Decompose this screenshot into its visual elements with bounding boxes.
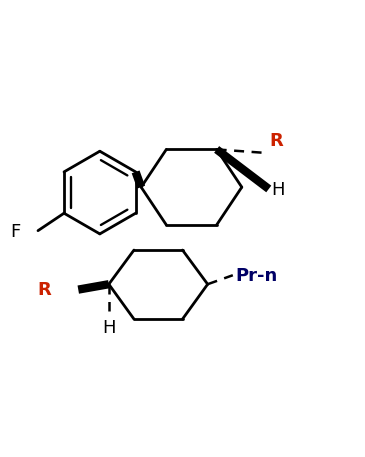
Text: Pr-n: Pr-n — [236, 267, 278, 285]
Text: R: R — [269, 132, 283, 150]
Text: H: H — [102, 319, 116, 337]
Text: H: H — [272, 181, 285, 199]
Text: F: F — [10, 223, 20, 241]
Text: R: R — [38, 281, 51, 298]
